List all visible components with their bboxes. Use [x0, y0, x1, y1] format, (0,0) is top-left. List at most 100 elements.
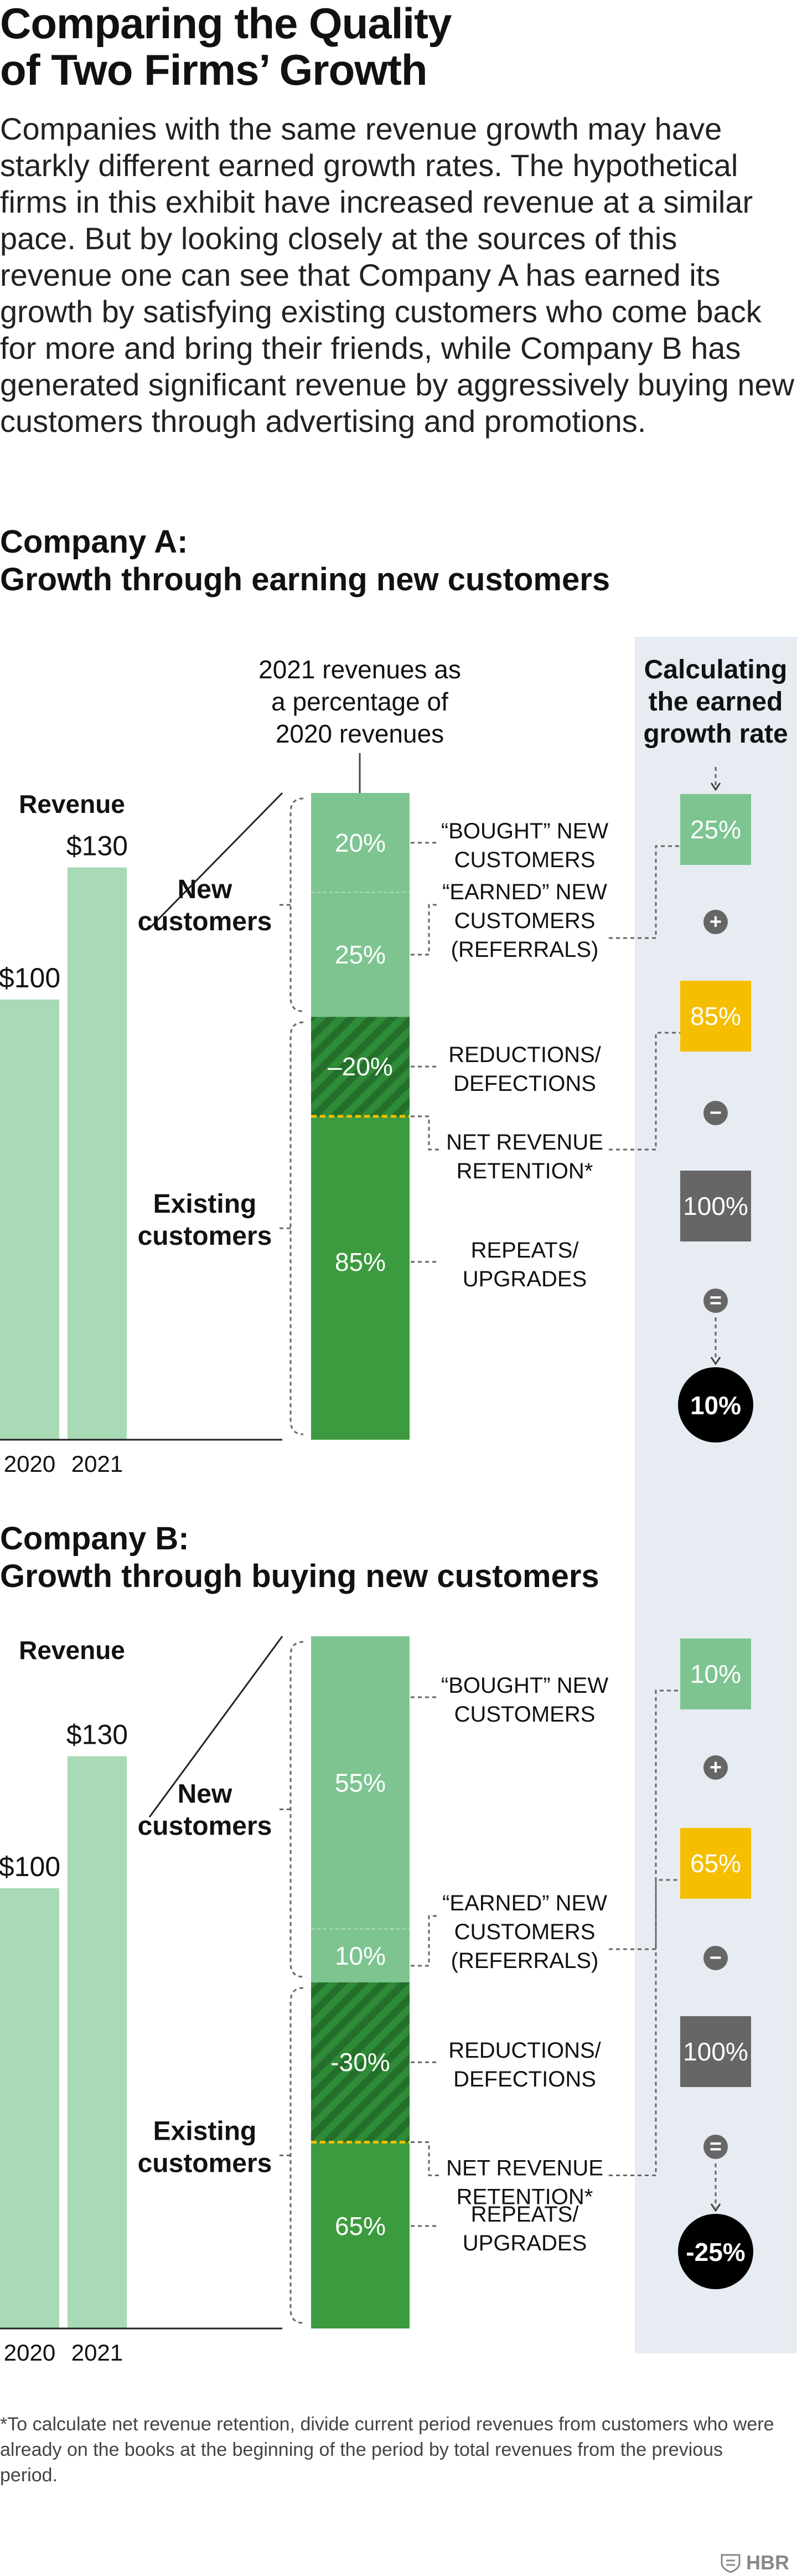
company-b-segment-bought	[311, 1636, 410, 1929]
company-a-connector	[148, 792, 283, 929]
company-a-segment-repeats-label: 85%	[335, 1248, 386, 1276]
company-a-repeats-label-line-1: REPEATS/	[471, 1238, 579, 1263]
company-b-calc-bought-link	[609, 1689, 680, 1950]
panel-header-line-2: the earned	[649, 687, 783, 717]
company-a-equals-operator-symbol: =	[710, 1289, 722, 1312]
stack-caption-line-2: a percentage of	[271, 687, 448, 716]
company-b-repeats-label-line-1: REPEATS/	[471, 2202, 579, 2227]
company-b-result-circle	[678, 2214, 753, 2289]
company-b-new-customers-label-line-2: customers	[138, 1812, 272, 1841]
company-a-segment-repeats	[311, 1116, 410, 1440]
company-a-year-label-2021: 2021	[71, 1451, 123, 1477]
company-b-equals-operator-symbol: =	[710, 2135, 722, 2158]
company-b-earned-label-line-2: CUSTOMERS	[454, 1920, 596, 1944]
company-a-minus-operator	[703, 1101, 728, 1125]
company-a-heading: Company A: Growth through earning new cu…	[0, 523, 797, 599]
hbr-shield-icon	[721, 2554, 741, 2573]
company-a-new-customers-label-line-1: New	[178, 875, 232, 904]
company-a-existing-bracket	[289, 1021, 304, 1435]
company-b-nrr-leader	[411, 2141, 440, 2176]
company-b-calc-bought-box	[680, 1639, 751, 1709]
company-a-segment-bought-label: 20%	[335, 828, 386, 857]
company-a-revenue-axis-label: Revenue	[19, 790, 125, 818]
company-a-result-value: 10%	[690, 1391, 741, 1420]
company-a-nrr-leader	[411, 1115, 440, 1151]
company-b-segment-bought-label: 55%	[335, 1768, 386, 1797]
company-b-segment-earned	[311, 1929, 410, 1982]
company-a-calc-bought-box	[680, 794, 751, 865]
company-b-segment-earned-label: 10%	[335, 1941, 386, 1970]
title-line-1: Comparing the Quality	[0, 0, 452, 48]
hbr-logo-text: HBR	[746, 2551, 789, 2574]
company-b-existing-customers-label-line-1: Existing	[153, 2117, 257, 2146]
company-b-revenue-label-2020: $100	[0, 1851, 60, 1882]
company-a-result-circle	[678, 1367, 753, 1442]
company-a-segment-reductions-label: –20%	[328, 1052, 393, 1081]
company-a-earned-label-line-2: CUSTOMERS	[454, 909, 596, 933]
company-a-calc-arrowhead	[710, 1357, 721, 1366]
company-a-existing-customers-label-line-2: customers	[138, 1222, 272, 1251]
company-b-calc-arrowhead	[710, 2203, 721, 2212]
company-a-revenue-label-2020: $100	[0, 962, 60, 993]
company-a-calc-nrr-value: 85%	[690, 1002, 741, 1031]
company-a-segment-earned	[311, 892, 410, 1017]
company-b-plus-operator	[703, 1755, 728, 1780]
company-b-segment-reductions	[311, 1982, 410, 2142]
panel-header-line-3: growth rate	[643, 719, 788, 749]
hbr-logo: HBR	[720, 2552, 797, 2574]
company-b-calc-nrr-value: 65%	[690, 1849, 741, 1878]
company-a-calc-base-value: 100%	[683, 1192, 748, 1220]
company-b-calc-base-value: 100%	[683, 2037, 748, 2066]
company-a-new-customers-label-line-2: customers	[138, 907, 272, 936]
title-line-2: of Two Firms’ Growth	[0, 45, 428, 94]
company-b-new-bracket	[289, 1641, 304, 1978]
company-a-reductions-label-line-1: REDUCTIONS/	[448, 1043, 601, 1067]
company-a-repeats-label-line-2: UPGRADES	[463, 1267, 587, 1291]
company-b-calc-nrr-link	[609, 1879, 680, 2176]
company-a-reductions-label-line-2: DEFECTIONS	[453, 1071, 596, 1096]
company-a-bought-label-line-1: “BOUGHT” NEW	[441, 819, 608, 843]
company-b-calc-base-box	[680, 2016, 751, 2087]
company-a-segment-bought	[311, 793, 410, 893]
calculation-panel	[635, 637, 797, 2353]
company-b-bought-label-line-1: “BOUGHT” NEW	[441, 1673, 608, 1698]
company-b-revenue-axis-label: Revenue	[19, 1636, 125, 1665]
company-b-nrr-label-line-2: RETENTION*	[457, 2185, 593, 2209]
company-b-heading: Company B: Growth through buying new cus…	[0, 1520, 797, 1595]
company-a-revenue-bar-2020	[0, 1000, 59, 1440]
company-b-title: Company B:	[0, 1521, 189, 1557]
company-b-result-value: -25%	[686, 2238, 745, 2266]
company-b-revenue-bar-2020	[0, 1888, 59, 2328]
company-a-existing-customers-label-line-1: Existing	[153, 1189, 257, 1219]
company-b-earned-label-line-3: (REFERRALS)	[451, 1949, 599, 1973]
company-a-year-label-2020: 2020	[4, 1451, 55, 1477]
company-a-plus-operator	[703, 910, 728, 934]
company-a-nrr-label-line-1: NET REVENUE	[446, 1130, 603, 1155]
company-b-repeats-label-line-2: UPGRADES	[463, 2231, 587, 2255]
company-b-revenue-bar-2021	[68, 1756, 127, 2328]
company-a-earned-leader	[411, 904, 437, 956]
company-a-new-bracket	[289, 797, 304, 1012]
panel-header-line-1: Calculating	[644, 655, 788, 684]
company-a-segment-earned-label: 25%	[335, 940, 386, 969]
footnote: *To calculate net revenue retention, div…	[0, 2414, 774, 2486]
company-a-plus-operator-symbol: +	[710, 910, 722, 934]
company-b-calc-bought-value: 10%	[690, 1660, 741, 1688]
company-b-connector	[148, 1636, 283, 1818]
company-a-calc-base-box	[680, 1171, 751, 1241]
company-b-nrr-label-line-1: NET REVENUE	[446, 2156, 603, 2180]
company-a-nrr-label-line-2: RETENTION*	[457, 1159, 593, 1183]
company-b-year-label-2021: 2021	[71, 2340, 123, 2366]
company-a-earned-label-line-1: “EARNED” NEW	[442, 880, 607, 904]
company-b-plus-operator-symbol: +	[710, 1756, 722, 1779]
company-b-reductions-label-line-1: REDUCTIONS/	[448, 2038, 601, 2063]
company-a-minus-operator-symbol: −	[710, 1101, 722, 1125]
company-b-earned-leader	[411, 1915, 437, 1967]
stack-caption-line-1: 2021 revenues as	[258, 655, 461, 684]
company-a-calc-bought-value: 25%	[690, 815, 741, 844]
company-a-revenue-bar-2021	[68, 867, 127, 1440]
company-b-segment-repeats-label: 65%	[335, 2212, 386, 2240]
company-a-calc-nrr-link	[609, 1032, 680, 1151]
company-b-existing-bracket	[289, 1987, 304, 2324]
company-a-segment-reductions	[311, 1017, 410, 1116]
